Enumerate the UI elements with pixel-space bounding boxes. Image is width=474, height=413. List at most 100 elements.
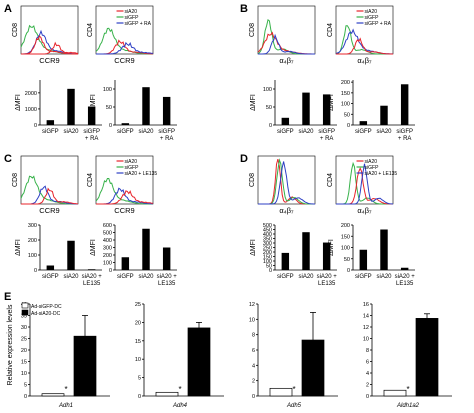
bar-siGFP bbox=[155, 391, 179, 397]
histogram-ylabel: CD8 bbox=[249, 23, 256, 37]
category-label: siA20 bbox=[63, 274, 79, 280]
category-label: LE135 bbox=[158, 281, 176, 287]
y-tick-label: 100 bbox=[341, 246, 350, 252]
bar bbox=[121, 123, 130, 125]
category-label: siGFP bbox=[158, 129, 175, 135]
y-tick-label: 100 bbox=[263, 259, 272, 265]
histogram-xlabel: α₄β₇ bbox=[279, 206, 294, 215]
y-tick-label: 200 bbox=[341, 223, 350, 229]
category-label: siA20 bbox=[298, 274, 314, 280]
histogram-curve-green bbox=[95, 27, 153, 55]
category-label: siGFP bbox=[117, 274, 134, 280]
y-tick-label: 0 bbox=[24, 394, 27, 400]
bar-siGFP bbox=[269, 387, 293, 397]
bar-siGFP bbox=[383, 389, 407, 397]
y-axis-label: ΔMFI bbox=[250, 239, 257, 256]
panel-letter: C bbox=[4, 153, 12, 165]
bar bbox=[322, 94, 331, 125]
category-label: siA20 + bbox=[82, 274, 103, 280]
bar bbox=[281, 117, 290, 125]
bar bbox=[121, 257, 130, 270]
histogram-frame bbox=[335, 155, 394, 205]
y-tick-label: 12 bbox=[363, 325, 369, 331]
y-tick-label: 8 bbox=[252, 333, 255, 339]
histogram-curve-blue bbox=[258, 161, 315, 205]
bar bbox=[142, 87, 150, 125]
histogram-xlabel: CCR9 bbox=[39, 206, 59, 215]
significance-star: * bbox=[292, 385, 295, 394]
histogram-curve-red bbox=[21, 35, 78, 55]
y-tick-label: 50 bbox=[106, 105, 112, 111]
y-tick-label: 8 bbox=[366, 348, 369, 354]
y-tick-label: 500 bbox=[263, 223, 272, 229]
bar bbox=[302, 232, 310, 270]
panel-letter: B bbox=[240, 3, 248, 15]
y-tick-label: 200 bbox=[103, 253, 112, 259]
histogram-frame bbox=[95, 155, 154, 205]
y-tick-label: 10 bbox=[363, 337, 369, 343]
y-tick-label: 200 bbox=[28, 238, 37, 244]
bar bbox=[400, 267, 409, 270]
y-tick-label: 15 bbox=[135, 339, 141, 345]
y-tick-label: 250 bbox=[263, 246, 272, 252]
y-tick-label: 0 bbox=[366, 394, 369, 400]
y-tick-label: 0 bbox=[109, 123, 112, 129]
category-label: + RA bbox=[85, 136, 99, 142]
gene-label: Aldh1a2 bbox=[396, 403, 420, 409]
category-label: siA20 + bbox=[157, 274, 178, 280]
histogram-xlabel: CCR9 bbox=[114, 56, 134, 65]
legend-entry: siGFP bbox=[125, 15, 140, 21]
y-tick-label: 300 bbox=[103, 246, 112, 252]
bar bbox=[322, 242, 331, 270]
y-tick-label: 100 bbox=[103, 261, 112, 267]
y-tick-label: 0 bbox=[269, 268, 272, 274]
y-tick-label: 500 bbox=[103, 231, 112, 237]
gene-label: Adh1 bbox=[58, 403, 73, 409]
y-tick-label: 0 bbox=[252, 394, 255, 400]
category-label: siGFP bbox=[355, 274, 372, 280]
y-axis-label: ΔMFI bbox=[15, 239, 22, 256]
histogram-xlabel: α₄β₇ bbox=[279, 56, 294, 65]
category-label: siA20 + bbox=[395, 274, 416, 280]
histogram-curve-green bbox=[95, 178, 153, 205]
legend-entry: siGFP + RA bbox=[125, 21, 152, 27]
y-tick-label: 150 bbox=[341, 91, 350, 97]
bar bbox=[67, 88, 75, 125]
legend-entry: siA20 + LE135 bbox=[365, 171, 398, 177]
legend-entry: siA20 + LE135 bbox=[125, 171, 158, 177]
y-tick-label: 0 bbox=[347, 123, 350, 129]
y-tick-label: 10 bbox=[249, 317, 255, 323]
legend-entry: siGFP bbox=[125, 165, 140, 171]
panel-letter: D bbox=[240, 153, 248, 165]
legend-entry: siGFP + RA bbox=[365, 21, 392, 27]
bar bbox=[400, 84, 409, 125]
bar bbox=[162, 247, 171, 270]
expression-chart: 0510152025303540*Adh1 bbox=[21, 302, 110, 409]
histogram-curve-red bbox=[96, 190, 153, 205]
category-label: + RA bbox=[398, 136, 412, 142]
histogram-frame bbox=[257, 5, 316, 55]
legend-entry: siA20 bbox=[125, 159, 138, 165]
category-label: siGFP bbox=[355, 129, 372, 135]
y-tick-label: 4 bbox=[252, 363, 255, 369]
y-tick-label: 20 bbox=[135, 320, 141, 326]
y-tick-label: 10 bbox=[21, 371, 27, 377]
y-tick-label: 14 bbox=[363, 314, 369, 320]
bar bbox=[359, 249, 368, 270]
expression-chart: 0 5 10 15 20 25 * Adh4 bbox=[135, 302, 224, 409]
category-label: siA20 bbox=[138, 129, 154, 135]
legend-entry: siA20 bbox=[125, 9, 138, 15]
bar bbox=[380, 105, 388, 125]
category-label: siA20 bbox=[138, 274, 154, 280]
y-tick-label: 0 bbox=[34, 123, 37, 129]
y-tick-label: 25 bbox=[21, 337, 27, 343]
histogram-curve-green bbox=[336, 161, 393, 205]
histogram-curve-red bbox=[21, 41, 79, 55]
y-axis-label: ΔMFI bbox=[328, 94, 335, 111]
category-label: siGFP bbox=[396, 129, 413, 135]
category-label: siGFP bbox=[117, 129, 134, 135]
